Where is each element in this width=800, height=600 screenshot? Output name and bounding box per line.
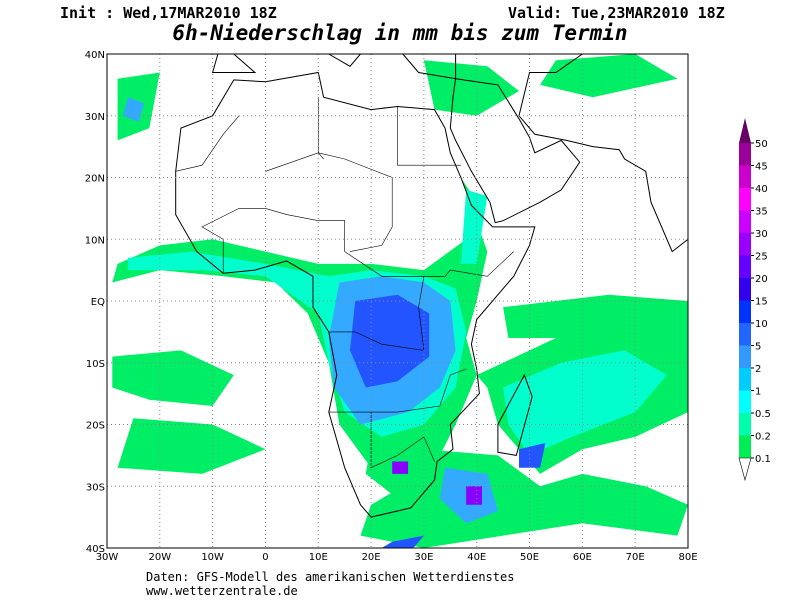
colorbar-label: 15 [755,297,768,308]
lon-label: 80E [678,552,697,563]
colorbar-label: 50 [755,139,768,150]
grid [107,54,688,548]
lat-label: 30N [85,112,105,123]
lon-label: 10W [201,552,224,563]
lon-label: 60E [573,552,592,563]
lon-label: 70E [626,552,645,563]
precip-area [117,418,266,474]
border [370,412,435,469]
coastline [497,373,533,456]
colorbar-segment [739,390,751,413]
website: www.wetterzentrale.de [146,584,298,598]
precip-area [540,54,678,98]
colorbar-label: 40 [755,184,768,195]
colorbar-label: 20 [755,274,768,285]
colorbar-label: 1 [755,387,761,398]
colorbar-label: 5 [755,342,761,353]
precip-area [350,294,430,388]
lat-label: 30S [86,482,105,493]
lon-label: 20E [362,552,381,563]
precip-area [360,449,688,548]
lat-label: 40S [86,544,105,555]
lon-label: 0 [262,552,268,563]
border [201,208,514,277]
colorbar-label: 2 [755,364,761,375]
precipitation [112,54,688,548]
colorbar-segment [739,413,751,436]
colorbar-segment [739,255,751,278]
precip-area [122,97,144,122]
precip-area [112,350,234,406]
colorbar-label: 45 [755,162,768,173]
lon-label: 30W [96,552,119,563]
colorbar-label: 25 [755,252,768,263]
precip-area [460,189,488,264]
colorbar-segment [739,165,751,188]
lat-label: 20S [86,421,105,432]
lat-label: 40N [85,50,105,61]
colorbar-segment [739,278,751,301]
lat-label: 10S [86,359,105,370]
map [106,53,689,549]
border [328,368,467,413]
precip-area [423,60,519,116]
colorbar-segment [739,435,751,458]
colorbar-segment [739,210,751,233]
border [317,97,324,160]
colorbar-segment [739,323,751,346]
colorbar-label: 30 [755,229,768,240]
colorbar-arrow [739,118,751,143]
colorbar-segment [739,143,751,166]
coastline [449,78,581,224]
lon-label: 30E [414,552,433,563]
colorbar-segment [739,368,751,391]
coastline [175,71,536,518]
colorbar-label: 0.2 [755,432,771,443]
colorbar-label: 0.5 [755,409,771,420]
colorbar-segment [739,233,751,256]
lon-label: 20W [149,552,172,563]
lon-label: 40E [467,552,486,563]
init-time: Init : Wed,17MAR2010 18Z [60,4,277,22]
lat-label: 10N [85,235,105,246]
precip-area [503,350,667,456]
colorbar-label: 10 [755,319,768,330]
border [175,115,240,172]
border [328,276,425,351]
map-title: 6h-Niederschlag in mm bis zum Termin [172,21,627,45]
precip-area [466,486,482,505]
colorbar-label: 0.1 [755,454,771,465]
precip-area [519,443,546,468]
colorbar-arrow [738,457,752,482]
colorbar-segment [739,300,751,323]
lat-label: 20N [85,174,105,185]
data-source: Daten: GFS-Modell des amerikanischen Wet… [146,570,514,584]
colorbar-segment [739,188,751,211]
precip-area [392,461,409,474]
colorbar-label: 35 [755,207,768,218]
lon-label: 10E [309,552,328,563]
lat-label: EQ [91,297,105,308]
colorbar-segment [739,345,751,368]
map-frame [106,53,689,549]
lon-label: 50E [520,552,539,563]
border [397,106,461,166]
precip-area [381,535,424,548]
valid-time: Valid: Tue,23MAR2010 18Z [508,4,725,22]
precip-area [503,294,688,338]
